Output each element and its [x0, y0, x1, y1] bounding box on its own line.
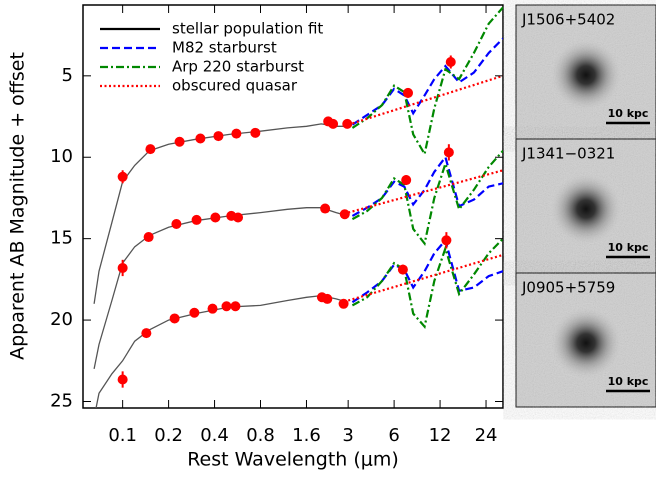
y-tick-label: 25: [50, 390, 73, 411]
data-point: [401, 175, 412, 186]
legend-label: stellar population fit: [172, 20, 323, 38]
data-point: [230, 301, 241, 312]
data-point: [221, 301, 232, 312]
data-point: [207, 303, 218, 314]
panel-label: J0905+5759: [521, 279, 615, 297]
galaxy-image: [550, 307, 622, 379]
data-point: [145, 144, 156, 155]
scale-label: 10 kpc: [608, 375, 649, 388]
data-point: [143, 232, 154, 243]
image-panels: J1506+5402 10 kpc J1341−0321 10 kpc J0905+57…: [515, 4, 656, 408]
legend-label: Arp 220 starburst: [172, 58, 304, 76]
data-point: [397, 264, 408, 275]
series-line: [347, 74, 503, 302]
data-point: [320, 203, 331, 214]
x-tick-label: 0.2: [154, 425, 183, 446]
legend-label: M82 starburst: [172, 39, 277, 57]
data-point: [231, 128, 242, 139]
data-point: [342, 118, 353, 129]
data-point: [445, 56, 456, 67]
x-axis-label: Rest Wavelength (μm): [187, 449, 399, 471]
data-point: [117, 171, 128, 182]
x-tick-label: 0.8: [246, 425, 275, 446]
data-point: [174, 136, 185, 147]
data-point: [328, 118, 339, 129]
data-point: [169, 313, 180, 324]
data-point: [213, 131, 224, 142]
x-tick-label: 24: [475, 425, 498, 446]
data-point: [441, 235, 452, 246]
data-point: [191, 214, 202, 225]
x-tick-label: 12: [429, 425, 452, 446]
y-tick-label: 5: [62, 65, 73, 86]
data-point: [322, 293, 333, 304]
series-line: [93, 123, 349, 408]
y-tick-label: 20: [50, 309, 73, 330]
series-line: [351, 6, 503, 329]
data-point: [443, 147, 454, 158]
series-line: [351, 37, 503, 304]
x-tick-label: 0.1: [108, 425, 137, 446]
y-tick-label: 10: [50, 146, 73, 167]
scale-label: 10 kpc: [608, 107, 649, 120]
panel-label: J1341−0321: [521, 145, 615, 163]
data-point: [233, 212, 244, 223]
scale-label: 10 kpc: [608, 241, 649, 254]
data-point: [338, 298, 349, 309]
panel-label: J1506+5402: [521, 11, 615, 29]
plot-area: [93, 6, 503, 408]
y-tick-label: 15: [50, 228, 73, 249]
data-point: [403, 87, 414, 98]
x-tick-label: 3: [342, 425, 353, 446]
data-point: [141, 328, 152, 339]
data-point: [117, 374, 128, 385]
plot-frame: [82, 4, 504, 409]
x-tick-label: 0.4: [200, 425, 229, 446]
data-point: [171, 219, 182, 230]
legend-label: obscured quasar: [172, 77, 298, 95]
data-point: [339, 209, 350, 220]
x-tick-label: 1.6: [292, 425, 321, 446]
data-point: [250, 127, 261, 138]
data-point: [189, 307, 200, 318]
data-point: [117, 262, 128, 273]
data-point: [210, 212, 221, 223]
y-axis-label: Apparent AB Magnitude + offset: [7, 52, 29, 360]
galaxy-image: [550, 39, 622, 111]
galaxy-image: [550, 173, 622, 245]
x-tick-label: 6: [388, 425, 399, 446]
data-point: [195, 133, 206, 144]
